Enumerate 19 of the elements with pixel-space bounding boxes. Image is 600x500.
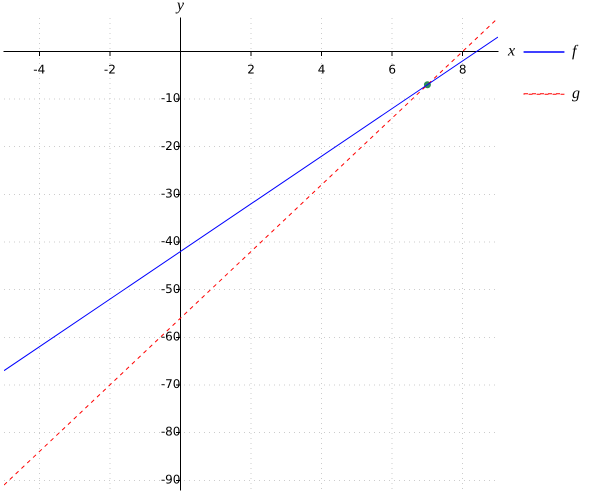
y-tick-label: -10: [160, 91, 180, 106]
y-tick-label: -30: [160, 186, 180, 200]
x-tick-label: -2: [104, 62, 116, 77]
legend-label: f: [572, 43, 579, 60]
y-tick-label: -40: [160, 234, 180, 248]
y-axis-title: y: [174, 0, 185, 14]
legend-label: g: [572, 85, 580, 102]
y-tick-label: -20: [160, 138, 180, 153]
y-tick-label: -80: [160, 424, 180, 439]
y-tick-label: -70: [160, 377, 180, 392]
x-tick-label: -4: [33, 62, 46, 77]
x-tick-label: 2: [247, 62, 255, 77]
x-tick-label: 8: [458, 62, 467, 77]
y-tick-label: -90: [160, 472, 180, 486]
x-axis-title: x: [507, 42, 516, 60]
y-tick-label: -50: [160, 282, 180, 296]
x-tick-label: 6: [388, 62, 396, 77]
x-tick-label: 4: [318, 62, 326, 77]
y-tick-label: -60: [160, 329, 180, 344]
